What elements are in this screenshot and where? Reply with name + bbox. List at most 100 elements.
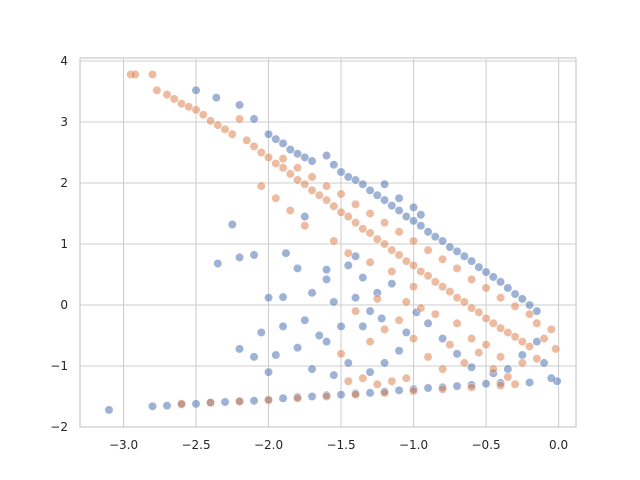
data-point bbox=[307, 185, 317, 195]
data-point bbox=[452, 349, 462, 359]
data-point bbox=[211, 93, 221, 103]
data-point bbox=[365, 185, 375, 195]
data-point bbox=[322, 181, 332, 191]
data-point bbox=[409, 216, 419, 226]
data-point bbox=[510, 289, 520, 299]
data-point bbox=[148, 69, 158, 79]
data-point bbox=[517, 350, 527, 360]
data-point bbox=[394, 385, 404, 395]
data-point bbox=[525, 300, 535, 310]
data-point bbox=[481, 283, 491, 293]
x-tick-label: −1.0 bbox=[399, 438, 428, 452]
data-point bbox=[467, 382, 477, 392]
data-point bbox=[206, 398, 216, 408]
data-point bbox=[271, 134, 281, 144]
data-point bbox=[365, 228, 375, 238]
data-point bbox=[285, 144, 295, 154]
data-point bbox=[380, 388, 390, 398]
data-point bbox=[525, 377, 535, 387]
data-point bbox=[256, 327, 266, 337]
data-point bbox=[488, 364, 498, 374]
data-point bbox=[438, 254, 448, 264]
data-point bbox=[264, 293, 274, 303]
data-point bbox=[452, 381, 462, 391]
data-point bbox=[293, 163, 303, 173]
data-point bbox=[336, 207, 346, 217]
data-point bbox=[481, 379, 491, 389]
data-point bbox=[336, 390, 346, 400]
data-point bbox=[380, 324, 390, 334]
data-point bbox=[539, 358, 549, 368]
data-point bbox=[343, 248, 353, 258]
data-point bbox=[488, 272, 498, 282]
data-point bbox=[409, 260, 419, 270]
data-point bbox=[517, 294, 527, 304]
data-point bbox=[372, 190, 382, 200]
x-tick-label: −1.5 bbox=[326, 438, 355, 452]
x-tick-labels: −3.0 −2.5 −2.0 −1.5 −1.0 −0.5 0.0 bbox=[109, 438, 568, 452]
data-point bbox=[496, 323, 506, 333]
data-point bbox=[322, 274, 332, 284]
data-point bbox=[467, 303, 477, 313]
data-point bbox=[336, 349, 346, 359]
data-point bbox=[358, 273, 368, 283]
data-point bbox=[452, 246, 462, 256]
data-point bbox=[380, 218, 390, 228]
data-point bbox=[220, 397, 230, 407]
data-point bbox=[264, 367, 274, 377]
data-point bbox=[148, 401, 158, 411]
data-point bbox=[401, 212, 411, 222]
data-point bbox=[380, 358, 390, 368]
data-point bbox=[394, 250, 404, 260]
data-point bbox=[510, 301, 520, 311]
data-point bbox=[329, 297, 339, 307]
data-point bbox=[130, 69, 140, 79]
data-point bbox=[213, 120, 223, 130]
data-point bbox=[546, 373, 556, 383]
x-tick-label: −3.0 bbox=[109, 438, 138, 452]
data-point bbox=[278, 154, 288, 164]
data-point bbox=[329, 160, 339, 170]
data-point bbox=[481, 267, 491, 277]
data-point bbox=[278, 163, 288, 173]
data-point bbox=[343, 376, 353, 386]
data-point bbox=[517, 337, 527, 347]
data-point bbox=[256, 181, 266, 191]
data-point bbox=[213, 259, 223, 269]
data-point bbox=[169, 94, 179, 104]
data-point bbox=[394, 205, 404, 215]
data-point bbox=[351, 390, 361, 400]
data-point bbox=[314, 331, 324, 341]
data-point bbox=[307, 156, 317, 166]
data-point bbox=[503, 327, 513, 337]
data-point bbox=[467, 256, 477, 266]
data-point bbox=[191, 85, 201, 95]
data-point bbox=[481, 313, 491, 323]
data-point bbox=[358, 179, 368, 189]
data-point bbox=[336, 189, 346, 199]
data-point bbox=[474, 307, 484, 317]
data-point bbox=[351, 218, 361, 228]
data-point bbox=[474, 348, 484, 358]
data-point bbox=[459, 251, 469, 261]
data-point bbox=[264, 129, 274, 139]
y-tick-labels: −2 −1 0 1 2 3 4 bbox=[50, 54, 68, 434]
data-point bbox=[532, 354, 542, 364]
data-point bbox=[336, 167, 346, 177]
data-point bbox=[358, 224, 368, 234]
data-point bbox=[452, 263, 462, 273]
data-point bbox=[503, 364, 513, 374]
data-point bbox=[423, 245, 433, 255]
data-point bbox=[409, 386, 419, 396]
data-point bbox=[423, 271, 433, 281]
data-point bbox=[438, 282, 448, 292]
data-point bbox=[430, 232, 440, 242]
data-point bbox=[467, 334, 477, 344]
data-point bbox=[351, 306, 361, 316]
data-point bbox=[300, 179, 310, 189]
data-point bbox=[307, 288, 317, 298]
data-point bbox=[235, 114, 245, 124]
data-point bbox=[532, 318, 542, 328]
data-point bbox=[307, 172, 317, 182]
